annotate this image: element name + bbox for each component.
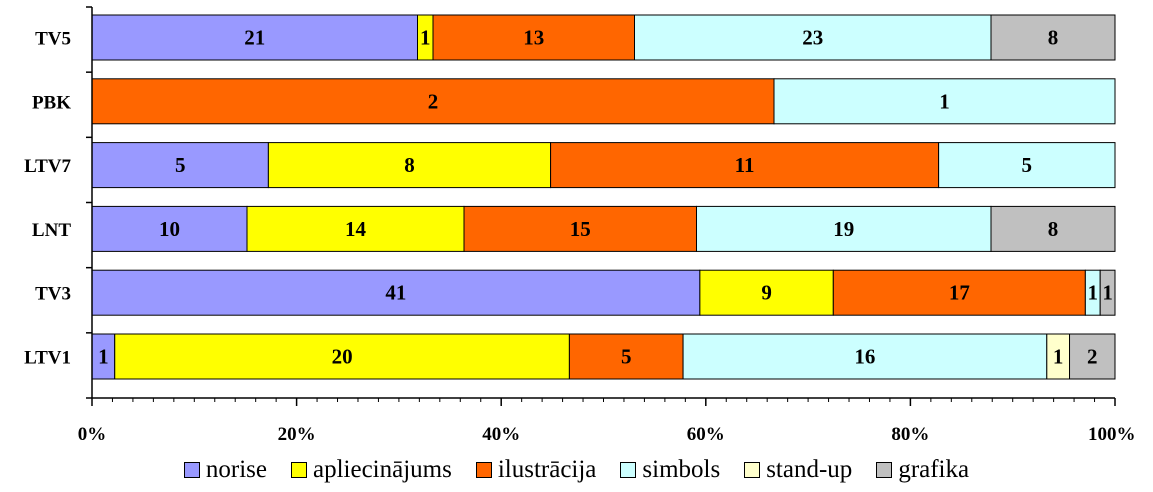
data-label: 10 (159, 217, 180, 241)
x-tick-label: 100% (1088, 424, 1136, 445)
legend-swatch (876, 462, 893, 478)
data-label: 17 (949, 281, 970, 305)
legend-swatch (183, 462, 200, 478)
x-tick-label: 20% (278, 424, 316, 445)
legend-label: apliecinājums (312, 456, 452, 483)
data-label: 23 (802, 26, 823, 50)
axes-layer: TV5 PBK LTV7 LNT TV3 LTV1 0% 20% 40% 60% 80% 100% (24, 6, 1136, 445)
data-label: 8 (1048, 217, 1059, 241)
bar-pbk-3 (773, 78, 1116, 125)
bar-tv5-0 (91, 14, 418, 61)
data-label: 2 (1087, 345, 1098, 369)
data-label: 1 (1102, 281, 1113, 305)
bar-tv3-1 (699, 269, 834, 316)
data-label: 8 (1048, 26, 1059, 50)
category-label: TV5 (35, 29, 71, 50)
data-label: 5 (1022, 153, 1033, 177)
data-label: 8 (404, 153, 415, 177)
bar-lnt-5 (990, 205, 1116, 252)
data-label: 1 (98, 345, 109, 369)
bar-ltv1-3 (682, 333, 1048, 380)
legend-item: stand-up (744, 456, 852, 484)
bar-ltv7-2 (550, 142, 940, 189)
data-label: 1 (939, 89, 950, 113)
data-label: 1 (1088, 281, 1099, 305)
category-label: LTV7 (24, 156, 71, 177)
data-label: 9 (761, 281, 772, 305)
bar-tv3-0 (91, 269, 701, 316)
bars-layer (91, 14, 1116, 380)
legend-item: apliecinājums (290, 456, 452, 484)
legend-item: ilustrācija (475, 456, 597, 484)
legend-label: norise (205, 456, 267, 483)
legend-label: ilustrācija (497, 456, 597, 483)
legend-swatch (475, 462, 492, 478)
data-label: 20 (332, 345, 353, 369)
data-label: 14 (345, 217, 367, 241)
data-label: 41 (385, 281, 406, 305)
data-label: 1 (420, 26, 431, 50)
bar-tv5-3 (634, 14, 992, 61)
data-label: 13 (523, 26, 544, 50)
x-tick-label: 40% (482, 424, 520, 445)
category-label: LNT (32, 220, 71, 241)
bar-tv5-5 (990, 14, 1116, 61)
bar-pbk-2 (91, 78, 775, 125)
legend-label: simbols (642, 456, 721, 483)
data-label: 21 (244, 26, 265, 50)
category-label: TV3 (35, 284, 71, 305)
x-tick-label: 0% (78, 424, 107, 445)
bar-ltv7-0 (91, 142, 269, 189)
legend-item: norise (183, 456, 267, 484)
bar-lnt-1 (246, 205, 465, 252)
category-label: LTV1 (24, 348, 71, 369)
data-label: 1 (1053, 345, 1064, 369)
stacked-bar-chart: 21 1 13 23 82 15 8 11 510 14 15 19 841 9 17 1 11 20 5 16 1 2 … (24, 6, 1136, 445)
bar-ltv7-3 (938, 142, 1116, 189)
legend-swatch (620, 462, 637, 478)
data-label: 5 (175, 153, 186, 177)
data-label: 2 (428, 89, 439, 113)
x-tick-label: 80% (891, 424, 929, 445)
bar-tv3-2 (832, 269, 1086, 316)
bar-ltv1-2 (568, 333, 684, 380)
legend-item: simbols (620, 456, 720, 484)
legend-item: grafika (876, 456, 969, 484)
data-label: 15 (570, 217, 591, 241)
bar-ltv7-1 (267, 142, 552, 189)
x-tick-label: 60% (687, 424, 725, 445)
data-label: 5 (621, 345, 632, 369)
legend-swatch (290, 462, 307, 478)
bar-tv3-5 (1099, 269, 1116, 316)
legend-label: grafika (898, 456, 970, 483)
data-label: 16 (854, 345, 875, 369)
legend-label: stand-up (766, 456, 853, 483)
data-labels-layer: 21 1 13 23 82 15 8 11 510 14 15 19 841 9 17 1 11 20 5 16 1 2 (98, 26, 1113, 369)
bar-lnt-0 (91, 205, 248, 252)
bar-ltv1-5 (1069, 333, 1116, 380)
bar-tv5-2 (432, 14, 635, 61)
category-label: PBK (32, 92, 71, 113)
bar-lnt-2 (463, 205, 697, 252)
bar-lnt-3 (696, 205, 992, 252)
legend-swatch (744, 462, 761, 478)
data-label: 11 (735, 153, 755, 177)
data-label: 19 (833, 217, 854, 241)
legend: norise apliecinājums ilustrācija simbols sta… (0, 455, 1153, 485)
